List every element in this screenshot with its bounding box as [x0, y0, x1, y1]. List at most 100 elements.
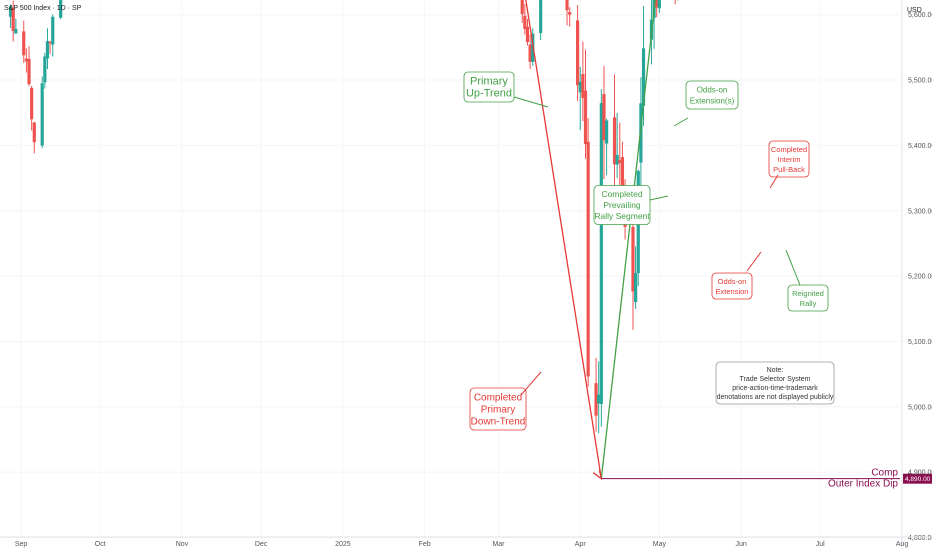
candle-body: [599, 103, 603, 405]
annotation-primary-up-trend-text: Primary: [470, 75, 508, 87]
candle: [43, 52, 47, 89]
candle-body: [655, 0, 659, 8]
time-tick-label: Feb: [419, 541, 431, 548]
candle: [24, 48, 28, 73]
annotation-odds-on-extensions-text: Odds-on: [697, 86, 728, 95]
candle-body: [631, 226, 635, 292]
candle: [583, 49, 588, 159]
candle-body: [22, 31, 26, 56]
annotation-primary-down-trend-text: Primary: [481, 404, 515, 415]
candle-body: [578, 81, 582, 93]
annotation-interim-pullback-frame: [768, 140, 810, 178]
candle-body: [565, 0, 569, 11]
candle: [30, 85, 34, 131]
candle-body: [641, 48, 646, 106]
time-tick-label: Apr: [575, 541, 587, 548]
annotation-prevailing-rally-text: Completed: [601, 189, 642, 199]
candle: [48, 40, 52, 54]
time-tick-label: Jul: [816, 541, 825, 548]
time-axis[interactable]: Sep Oct Nov Dec 2025 Feb Mar Apr May Jun Jul Aug: [0, 536, 932, 548]
leader-rally: [649, 195, 669, 201]
annotations: PrimaryUp-TrendCompletedPrimaryDown-Tren…: [463, 71, 835, 431]
candle-body: [615, 154, 619, 165]
time-tick-label: Dec: [255, 541, 268, 548]
candle: [615, 112, 619, 179]
price-tick-label: 5,200.00: [908, 274, 932, 281]
annotation-interim-pullback-text: Pull-Back: [773, 165, 805, 174]
candle-body: [618, 160, 622, 163]
candle: [32, 121, 36, 154]
candle-body: [539, 0, 543, 34]
annotation-primary-down-trend-text: Completed: [474, 392, 522, 403]
annotation-primary-down-trend-text: Down-Trend: [471, 416, 526, 427]
candle: [523, 4, 527, 35]
candle: [594, 357, 598, 432]
candle: [578, 66, 582, 131]
down-trend-arrowhead: [592, 469, 603, 481]
leader-up-trend: [513, 96, 549, 108]
candle-body: [40, 83, 44, 146]
candle: [520, 0, 524, 23]
candle: [27, 46, 31, 87]
currency-label: USD: [907, 7, 922, 14]
annotation-prevailing-rally-frame: [593, 185, 651, 225]
candle-body: [634, 273, 638, 303]
leader-odds-on-extensions: [673, 117, 689, 127]
annotation-primary-up-trend-text: Up-Trend: [466, 87, 512, 99]
candle: [581, 41, 585, 122]
candle: [59, 0, 63, 19]
candle-body: [43, 56, 47, 83]
candle-body: [24, 58, 28, 62]
candle: [40, 76, 44, 149]
candle: [525, 18, 530, 46]
leader-interim-pullback: [769, 174, 779, 189]
candle-body: [27, 58, 31, 85]
annotation-primary-up-trend-frame: [463, 71, 515, 103]
candle: [8, 4, 13, 29]
candle-body: [657, 0, 661, 9]
candle-body: [48, 41, 52, 44]
candle-body: [11, 7, 15, 32]
annotation-odds-on-extension-frame: [711, 272, 753, 300]
candle-body: [602, 94, 606, 141]
candle-body: [523, 15, 527, 29]
candle: [586, 118, 590, 387]
candle: [612, 74, 617, 189]
price-badge-label: 4,890.00: [905, 476, 931, 483]
time-tick-label: Sep: [15, 541, 28, 548]
candle: [657, 0, 661, 13]
candle-body: [525, 26, 530, 42]
price-axis[interactable]: 6,500.006,400.006,300.006,200.006,100.00…: [901, 0, 932, 550]
annotation-odds-on-extension-text: Extension: [716, 287, 749, 296]
time-tick-label: Nov: [176, 541, 189, 548]
candle-body: [30, 87, 34, 120]
annotation-odds-on-extensions-frame: [685, 80, 739, 110]
candle-body: [612, 117, 617, 165]
candle: [602, 65, 606, 180]
candle-body: [597, 394, 601, 404]
time-tick-label: Mar: [492, 541, 505, 548]
price-lines: 6,420.00Next #3Outer Index Rally6,235.00…: [601, 468, 932, 490]
price-tick-label: 5,600.00: [908, 12, 932, 19]
leader-odds-on-extension: [746, 251, 762, 272]
candle-body: [32, 122, 36, 143]
candle: [51, 14, 55, 57]
annotation-interim-pullback-text: Interim: [778, 155, 801, 164]
time-tick-label: May: [653, 541, 667, 548]
candle: [597, 361, 601, 434]
candle: [528, 34, 532, 70]
candle-body: [605, 120, 609, 144]
annotation-odds-on-extensions: Odds-on Extension(s): [685, 80, 739, 110]
candle-body: [8, 6, 13, 17]
price-line-name: Outer Index Dip: [828, 479, 898, 490]
annotation-note-frame: [715, 361, 835, 405]
annotation-note-text: price-action-time-trademark: [732, 385, 818, 392]
annotation-reignited-rally-text: Rally: [800, 299, 817, 308]
price-tick-label: 4,800.00: [908, 535, 932, 542]
candle-body: [528, 44, 532, 62]
